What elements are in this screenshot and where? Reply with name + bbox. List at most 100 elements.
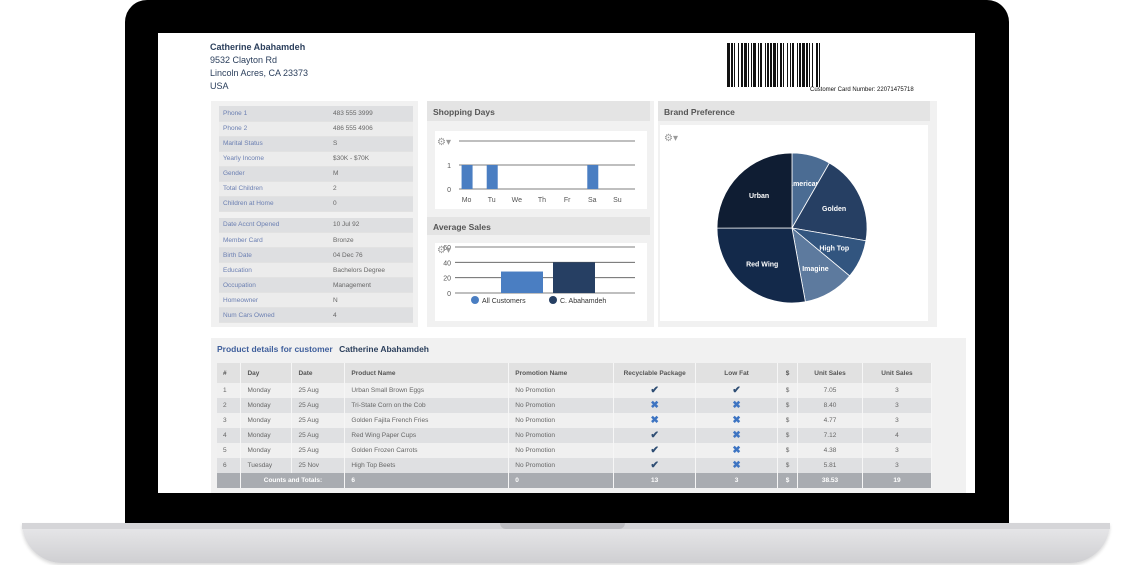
cell-date: 25 Aug <box>291 413 346 428</box>
pie-slice-label: American <box>788 181 820 188</box>
totals-currency: $ <box>777 473 799 488</box>
info-value: Bronze <box>329 232 413 248</box>
cell-product: Tri-State Corn on the Cob <box>344 398 510 413</box>
info-value: Bachelors Degree <box>329 262 413 278</box>
table-row[interactable]: 4 Monday 25 Aug Red Wing Paper Cups No Promo… <box>217 428 933 443</box>
info-value: 0 <box>329 196 413 212</box>
column-header[interactable]: Date <box>291 363 346 383</box>
info-value: 483 555 3999 <box>329 106 413 122</box>
info-label: Homeowner <box>219 292 329 308</box>
info-row: Yearly Income $30K - $70K <box>219 151 413 167</box>
cell-recyclable: ✖ <box>613 398 697 413</box>
check-icon: ✔ <box>650 460 659 471</box>
row-number: 4 <box>217 428 242 443</box>
gear-icon[interactable]: ⚙▾ <box>437 137 451 148</box>
table-row[interactable]: 2 Monday 25 Aug Tri-State Corn on the Cob No… <box>217 398 933 413</box>
cell-day: Monday <box>240 428 293 443</box>
charts-panel-left: Shopping Days ⚙▾ 0 1 Mo Tu We Th Fr Sa Su Averag… <box>427 101 654 327</box>
cross-icon: ✖ <box>650 415 659 426</box>
totals-label: Counts and Totals: <box>240 473 346 488</box>
address-line2: Lincoln Acres, CA 23373 <box>210 68 309 78</box>
gear-icon[interactable]: ⚙▾ <box>437 245 451 256</box>
cell-currency: $ <box>777 443 799 458</box>
cell-promotion: No Promotion <box>508 413 615 428</box>
cell-currency: $ <box>777 413 799 428</box>
info-row: Birth Date 04 Dec 76 <box>219 247 413 263</box>
cell-unit-sales: 4.38 <box>797 443 863 458</box>
info-label: Member Card <box>219 232 329 248</box>
customer-name: Catherine Abahamdeh <box>210 42 306 52</box>
customer-address: Catherine Abahamdeh 9532 Clayton Rd Linc… <box>210 41 308 93</box>
info-row: Num Cars Owned 4 <box>219 307 413 323</box>
table-row[interactable]: 5 Monday 25 Aug Golden Frozen Carrots No Pro… <box>217 443 933 458</box>
table-row[interactable]: 3 Monday 25 Aug Golden Fajita French Fries N… <box>217 413 933 428</box>
screen: Catherine Abahamdeh 9532 Clayton Rd Linc… <box>158 33 975 493</box>
column-header[interactable]: Day <box>240 363 293 383</box>
cell-currency: $ <box>777 428 799 443</box>
column-header[interactable]: $ <box>777 363 799 383</box>
cell-lowfat: ✖ <box>695 458 779 473</box>
barcode <box>727 43 937 87</box>
cell-day: Tuesday <box>240 458 293 473</box>
info-label: Children at Home <box>219 196 329 212</box>
cell-currency: $ <box>777 398 799 413</box>
legend-label: C. Abahamdeh <box>560 298 606 305</box>
column-header[interactable]: Unit Sales <box>862 363 933 383</box>
bar <box>501 271 543 293</box>
product-details-title: Product details for customer Catherine A… <box>217 344 429 354</box>
cell-day: Monday <box>240 413 293 428</box>
gear-icon[interactable]: ⚙▾ <box>664 133 678 144</box>
column-header[interactable]: Promotion Name <box>508 363 615 383</box>
info-value: 4 <box>329 307 413 323</box>
info-value: N <box>329 292 413 308</box>
column-header[interactable]: # <box>217 363 242 383</box>
column-header[interactable]: Low Fat <box>695 363 779 383</box>
column-header[interactable]: Unit Sales <box>797 363 863 383</box>
cross-icon: ✖ <box>732 445 741 456</box>
cell-units: 3 <box>862 443 933 458</box>
cell-currency: $ <box>777 383 799 398</box>
x-tick-label: We <box>512 197 522 204</box>
info-label: Yearly Income <box>219 151 329 167</box>
x-tick-label: Fr <box>564 197 571 204</box>
info-table-1: Phone 1 483 555 3999 Phone 2 486 555 4906 Ma… <box>219 106 413 212</box>
cell-recyclable: ✔ <box>613 428 697 443</box>
column-header[interactable]: Recyclable Package <box>613 363 697 383</box>
cell-unit-sales: 7.05 <box>797 383 863 398</box>
x-tick-label: Su <box>613 197 622 204</box>
row-number: 6 <box>217 458 242 473</box>
info-label: Marital Status <box>219 136 329 152</box>
customer-card-number: Customer Card Number: 22071475718 <box>810 87 914 93</box>
cell-unit-sales: 7.12 <box>797 428 863 443</box>
y-tick-label: 60 <box>443 245 451 252</box>
legend-marker <box>471 296 479 304</box>
info-value: $30K - $70K <box>329 151 413 167</box>
x-tick-label: Tu <box>488 197 496 204</box>
pie-slice-label: High Top <box>819 245 849 252</box>
cell-lowfat: ✖ <box>695 428 779 443</box>
cell-product: High Top Beets <box>344 458 510 473</box>
column-header[interactable]: Product Name <box>344 363 510 383</box>
info-value: 04 Dec 76 <box>329 247 413 263</box>
shopping-days-chart: 0 1 Mo Tu We Th Fr Sa Su <box>447 140 635 204</box>
cell-product: Urban Small Brown Eggs <box>344 383 510 398</box>
product-details-section: Product details for customer Catherine A… <box>211 338 966 493</box>
info-value: 2 <box>329 181 413 197</box>
table-row[interactable]: 6 Tuesday 25 Nov High Top Beets No Promotion… <box>217 458 933 473</box>
cell-promotion: No Promotion <box>508 458 615 473</box>
cell-lowfat: ✖ <box>695 413 779 428</box>
legend-label: All Customers <box>482 298 526 305</box>
pie-slice-label: Urban <box>749 193 769 200</box>
totals-product: 6 <box>344 473 510 488</box>
info-row: Occupation Management <box>219 277 413 293</box>
y-tick-label: 20 <box>443 276 451 283</box>
totals-lowfat: 3 <box>695 473 779 488</box>
cell-day: Monday <box>240 443 293 458</box>
cell-promotion: No Promotion <box>508 383 615 398</box>
customer-info-panel: Phone 1 483 555 3999 Phone 2 486 555 4906 Ma… <box>211 101 418 327</box>
table-row[interactable]: 1 Monday 25 Aug Urban Small Brown Eggs No Pr… <box>217 383 933 398</box>
cell-day: Monday <box>240 398 293 413</box>
bar <box>461 165 473 189</box>
info-row: Phone 1 483 555 3999 <box>219 106 413 122</box>
legend-marker <box>549 296 557 304</box>
